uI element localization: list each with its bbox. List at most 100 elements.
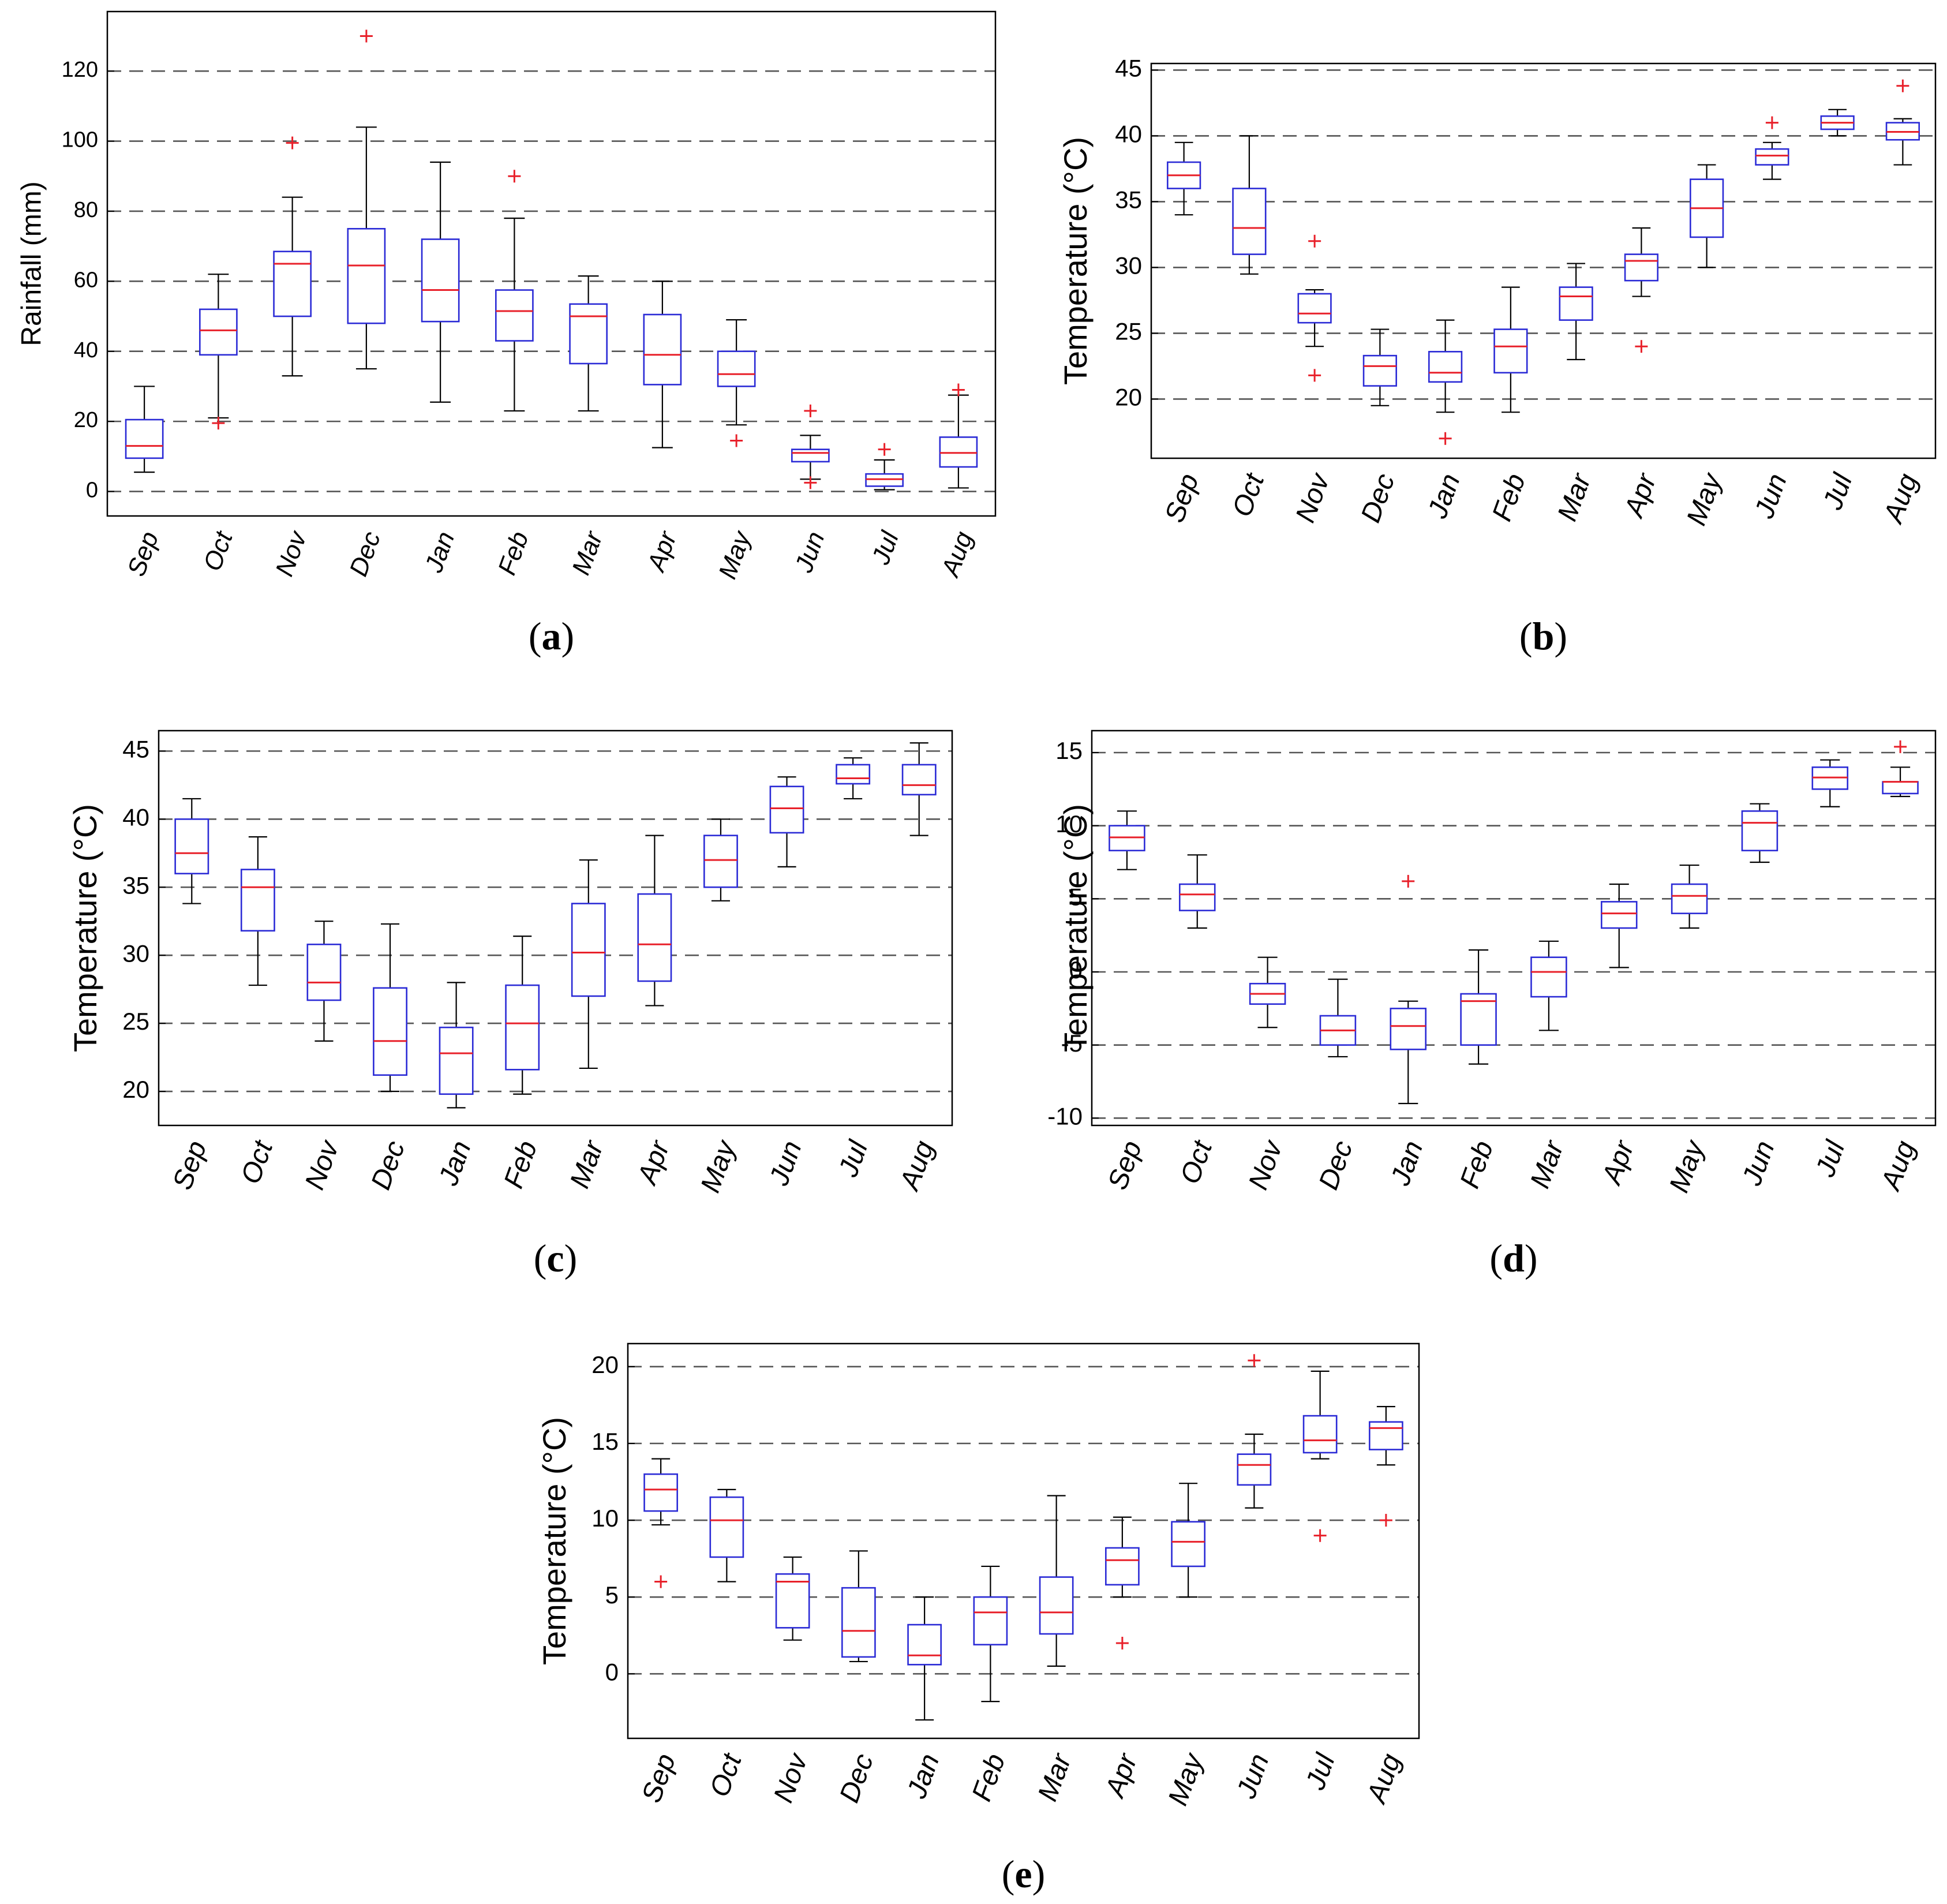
x-tick-label: Oct	[704, 1749, 748, 1801]
box-body	[1428, 351, 1463, 383]
y-tick-label: 40	[74, 338, 98, 362]
box-body	[643, 313, 682, 386]
x-tick-label: Apr	[1618, 469, 1663, 522]
box-jan	[1428, 319, 1463, 445]
box-body	[1559, 286, 1593, 321]
panel-label: (c)	[534, 1236, 578, 1280]
box-body	[1105, 1547, 1140, 1586]
x-tick-label: May	[1681, 468, 1728, 529]
y-tick-label: 30	[1115, 252, 1142, 279]
x-tick-label: Jan	[433, 1137, 477, 1190]
x-tick-label: Sep	[167, 1137, 213, 1194]
plot-frame	[158, 730, 953, 1127]
plot-frame	[1150, 62, 1937, 459]
box-apr	[637, 835, 672, 1007]
outlier-marker	[1248, 1354, 1261, 1367]
outlier-marker	[212, 417, 225, 430]
box-nov	[273, 136, 312, 377]
box-oct	[1232, 135, 1267, 275]
y-axis-label: Temperature (°C)	[1057, 137, 1094, 385]
box-oct	[709, 1488, 744, 1583]
x-tick-label: Jul	[1300, 1749, 1342, 1794]
x-tick-label: Jan	[1422, 470, 1466, 523]
x-tick-label: Feb	[1487, 470, 1532, 525]
x-tick-label: May	[1664, 1135, 1711, 1196]
box-feb	[495, 170, 534, 412]
x-tick-label: Oct	[235, 1136, 279, 1188]
box-may	[1171, 1483, 1205, 1598]
box-mar	[1039, 1495, 1074, 1667]
x-tick-label: Oct	[1175, 1136, 1219, 1188]
box-body	[1232, 188, 1267, 255]
box-body	[1755, 148, 1789, 166]
box-body	[1390, 1008, 1427, 1050]
box-body	[174, 818, 209, 874]
x-tick-label: Apr	[1099, 1749, 1144, 1802]
x-tick-label: Feb	[498, 1137, 543, 1192]
panel-label-open: (	[1489, 1236, 1503, 1280]
outlier-marker	[1308, 234, 1321, 248]
y-tick-label: 40	[122, 803, 149, 831]
y-tick-label: -5	[1061, 1030, 1083, 1057]
x-tick-label: Dec	[1313, 1137, 1359, 1194]
outlier-marker	[1896, 79, 1909, 92]
box-nov	[775, 1556, 810, 1641]
chart-panel-1: 0 20 40 60 80 100 120 Sep Oct Nov Dec Jan Feb Mar Apr M…	[17, 10, 997, 658]
box-jul	[836, 757, 871, 800]
box-nov	[1297, 234, 1332, 382]
box-body	[1882, 781, 1919, 795]
y-tick-label: 0	[605, 1658, 619, 1685]
box-body	[125, 418, 164, 459]
box-jul	[1820, 109, 1855, 137]
x-tick-label: Nov	[299, 1135, 346, 1194]
x-tick-label: Jul	[833, 1136, 874, 1181]
box-feb	[973, 1565, 1008, 1703]
x-tick-label: Dec	[1356, 470, 1401, 526]
x-tick-label: Jun	[1749, 470, 1794, 523]
box-jan	[1390, 874, 1427, 1105]
x-tick-label: Jul	[1817, 469, 1859, 514]
box-jan	[439, 982, 474, 1109]
box-apr	[643, 280, 682, 448]
x-tick-label: Aug	[894, 1137, 940, 1195]
box-body	[199, 308, 238, 356]
box-aug	[901, 742, 937, 836]
x-tick-label: Jan	[901, 1750, 946, 1803]
box-dec	[347, 29, 386, 370]
plot-frame	[106, 10, 997, 517]
box-sep	[1109, 810, 1145, 870]
box-feb	[505, 936, 540, 1095]
x-tick-label: Mar	[564, 1136, 610, 1192]
y-tick-label: 5	[1069, 883, 1083, 910]
y-tick-label: 10	[1055, 810, 1083, 837]
y-tick-label: 45	[122, 735, 149, 762]
y-tick-label: 35	[1115, 186, 1142, 213]
outlier-marker	[1894, 740, 1907, 753]
x-tick-label: Mar	[1032, 1749, 1078, 1805]
box-aug	[1369, 1406, 1403, 1527]
x-tick-label: Mar	[1525, 1136, 1570, 1192]
outlier-marker	[654, 1575, 668, 1588]
y-tick-label: 20	[122, 1076, 149, 1103]
y-tick-label: 0	[86, 478, 98, 503]
y-tick-label: 20	[591, 1351, 619, 1378]
box-sep	[1167, 141, 1201, 216]
panel-label-close: )	[1032, 1852, 1046, 1896]
x-tick-label: Jul	[866, 527, 904, 568]
box-may	[703, 818, 738, 901]
box-body	[939, 436, 978, 468]
y-tick-label: 25	[122, 1008, 149, 1035]
box-body	[495, 289, 534, 342]
chart-panel-5: 0 5 10 15 20 Sep Oct Nov Dec Jan Feb Mar Apr May Jun Ju…	[536, 1342, 1420, 1896]
x-tick-label: Jun	[789, 528, 830, 577]
box-apr	[1105, 1516, 1140, 1649]
panel-label-close: )	[564, 1236, 578, 1280]
box-body	[907, 1624, 942, 1666]
box-jan	[421, 161, 460, 403]
outlier-marker	[1439, 432, 1452, 445]
x-tick-label: May	[695, 1135, 742, 1196]
y-tick-label: -10	[1047, 1102, 1083, 1129]
panel-label-letter: a	[542, 614, 561, 658]
box-jun	[1741, 803, 1778, 863]
x-tick-label: Aug	[1361, 1750, 1407, 1808]
